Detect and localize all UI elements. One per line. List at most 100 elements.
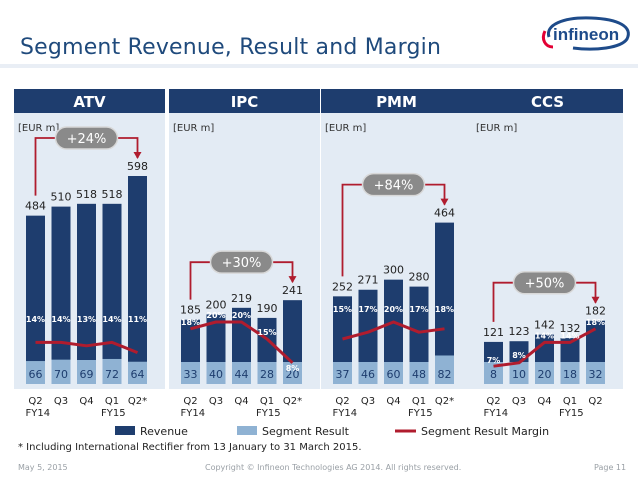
segment-result-bar [509, 362, 529, 384]
revenue-value: 190 [257, 302, 278, 315]
revenue-value: 300 [383, 264, 404, 277]
revenue-value: 182 [585, 305, 606, 318]
legend-revenue-swatch [115, 426, 135, 435]
segment-result-bar [206, 362, 226, 384]
legend-segment-result-label: Segment Result [262, 425, 350, 438]
legend-segment-result-swatch [237, 426, 257, 435]
segment-result-value: 64 [131, 368, 145, 381]
margin-label: 20% [206, 311, 225, 320]
growth-arrow-ipc [288, 276, 297, 284]
growth-bubble-atv [54, 126, 119, 150]
unit-label-ipc: [EUR m] [173, 123, 214, 134]
logo-wordmark: infineon [553, 25, 619, 44]
fiscal-year-label: FY15 [256, 408, 281, 419]
margin-label: 18% [181, 318, 200, 327]
segment-title-atv: ATV [73, 93, 106, 111]
margin-label: 14% [560, 331, 579, 340]
growth-arrow-ccs [591, 296, 600, 304]
segment-result-value: 32 [589, 368, 603, 381]
page-title: Segment Revenue, Result and Margin [20, 35, 442, 60]
segment-result-bar [102, 358, 122, 384]
segment-result-bar [128, 361, 147, 384]
segment-title-ipc: IPC [231, 93, 259, 111]
segment-result-value: 10 [512, 368, 526, 381]
quarter-label: Q1 [412, 396, 426, 407]
growth-value-atv: +24% [67, 132, 107, 147]
revenue-value: 200 [206, 298, 227, 311]
quarter-label: Q3 [54, 396, 68, 407]
logo-red-arc [541, 30, 554, 49]
fiscal-year-label: FY14 [333, 408, 358, 419]
quarter-label: Q4 [537, 396, 551, 407]
growth-arrow-atv [133, 152, 142, 159]
logo-swoosh [547, 16, 630, 51]
margin-label: 14% [26, 315, 45, 324]
revenue-value: 464 [434, 207, 455, 220]
quarter-label: Q2* [435, 396, 454, 407]
segment-result-bar [26, 361, 45, 384]
margin-label: 14% [102, 315, 121, 324]
fiscal-year-label: FY15 [101, 408, 126, 419]
segment-result-bar [333, 362, 352, 384]
margin-label: 17% [358, 305, 377, 314]
revenue-value: 598 [127, 160, 148, 173]
segment-result-bar [409, 362, 429, 384]
segment-result-value: 20 [286, 368, 300, 381]
revenue-value: 123 [509, 325, 530, 338]
quarter-label: Q1 [563, 396, 577, 407]
segment-result-value: 46 [361, 368, 375, 381]
segment-result-value: 60 [387, 368, 401, 381]
segment-result-value: 66 [29, 368, 43, 381]
quarter-label: Q4 [79, 396, 93, 407]
segment-result-value: 33 [184, 368, 198, 381]
quarter-label: Q4 [234, 396, 248, 407]
unit-label-atv: [EUR m] [18, 123, 59, 134]
revenue-bar [26, 215, 45, 384]
margin-label: 15% [333, 305, 352, 314]
segment-result-bar [283, 362, 302, 384]
margin-label: 18% [586, 318, 605, 327]
revenue-bar [358, 289, 378, 384]
segment-result-value: 48 [412, 368, 426, 381]
revenue-value: 271 [358, 274, 379, 287]
segment-result-value: 40 [209, 368, 223, 381]
segment-title-pmm: PMM [376, 93, 417, 111]
revenue-value: 185 [180, 304, 201, 317]
growth-bubble-pmm [361, 172, 426, 197]
quarter-label: Q2 [486, 396, 500, 407]
growth-bubble-ccs [512, 270, 577, 295]
segment-margin-line-atv [35, 340, 139, 354]
panel-header-pmm [321, 89, 472, 113]
quarter-label: Q2* [128, 396, 147, 407]
quarter-label: Q3 [361, 396, 375, 407]
segment-result-value: 20 [538, 368, 552, 381]
legend-margin-label: Segment Result Margin [421, 425, 549, 438]
footnote: * Including International Rectifier from… [18, 442, 362, 453]
segment-result-bar [77, 360, 96, 384]
segment-result-value: 82 [438, 368, 452, 381]
unit-label-ccs: [EUR m] [476, 123, 517, 134]
quarter-label: Q2 [588, 396, 602, 407]
revenue-bar [384, 279, 403, 384]
revenue-value: 241 [282, 284, 303, 297]
growth-value-pmm: +84% [374, 179, 414, 194]
revenue-value: 252 [332, 280, 353, 293]
margin-label: 15% [257, 328, 276, 337]
segment-result-bar [484, 362, 503, 384]
margin-label: 20% [384, 305, 403, 314]
growth-bubble-ipc [209, 250, 274, 274]
segment-result-value: 69 [80, 368, 94, 381]
segment-result-bar [384, 362, 403, 384]
fiscal-year-label: FY14 [181, 408, 206, 419]
revenue-value: 510 [51, 191, 72, 204]
segment-margin-line-ipc [190, 320, 294, 364]
growth-value-ccs: +50% [525, 277, 565, 292]
margin-label: 8% [512, 351, 526, 360]
segment-result-bar [232, 362, 251, 384]
quarter-label: Q1 [105, 396, 119, 407]
segment-margin-line-pmm [342, 320, 445, 341]
segment-result-bar [358, 362, 378, 384]
legend-revenue-label: Revenue [140, 425, 188, 438]
margin-label: 20% [232, 311, 251, 320]
footer-page: Page 11 [594, 463, 627, 472]
